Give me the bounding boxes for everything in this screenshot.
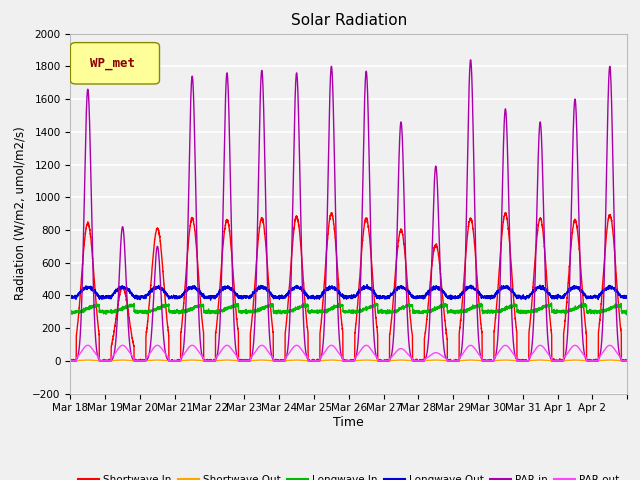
PAR out — [623, 358, 631, 364]
PAR in — [502, 107, 509, 112]
Shortwave In — [543, 284, 551, 289]
Shortwave In — [182, 272, 190, 278]
Y-axis label: Radiation (W/m2, umol/m2/s): Radiation (W/m2, umol/m2/s) — [13, 127, 27, 300]
PAR out — [529, 350, 537, 356]
PAR in — [369, 324, 377, 330]
Shortwave Out — [529, 358, 537, 363]
Longwave In — [623, 307, 631, 313]
PAR in — [67, 358, 74, 364]
Shortwave Out — [502, 357, 509, 363]
PAR in — [623, 358, 631, 364]
Shortwave Out — [370, 358, 378, 363]
Shortwave Out — [182, 358, 190, 363]
Line: Shortwave Out: Shortwave Out — [70, 360, 627, 361]
Longwave In — [182, 307, 189, 313]
PAR out — [502, 342, 509, 348]
Longwave Out — [207, 297, 214, 303]
Longwave Out — [399, 284, 407, 290]
Line: Longwave Out: Longwave Out — [70, 285, 627, 300]
Line: PAR in: PAR in — [70, 60, 627, 361]
PAR in — [529, 331, 537, 337]
Shortwave Out — [84, 357, 92, 363]
Shortwave In — [623, 358, 631, 364]
Shortwave In — [328, 210, 335, 216]
Longwave Out — [502, 284, 509, 289]
PAR in — [182, 305, 189, 311]
Title: Solar Radiation: Solar Radiation — [291, 13, 407, 28]
Longwave In — [547, 300, 555, 306]
Shortwave In — [529, 284, 537, 290]
Longwave Out — [370, 289, 378, 295]
Shortwave In — [370, 288, 378, 294]
PAR out — [399, 347, 407, 352]
Longwave Out — [543, 289, 551, 295]
Line: Shortwave In: Shortwave In — [70, 213, 627, 361]
Longwave In — [623, 312, 630, 318]
FancyBboxPatch shape — [70, 43, 159, 84]
Longwave In — [369, 302, 377, 308]
Longwave Out — [363, 282, 371, 288]
PAR out — [84, 342, 92, 348]
Longwave In — [67, 310, 74, 315]
Shortwave In — [399, 238, 407, 243]
Line: Longwave In: Longwave In — [70, 303, 627, 315]
PAR out — [67, 358, 74, 364]
PAR in — [399, 164, 407, 170]
PAR out — [182, 348, 190, 354]
Legend: Shortwave In, Shortwave Out, Longwave In, Longwave Out, PAR in, PAR out: Shortwave In, Shortwave Out, Longwave In… — [74, 471, 623, 480]
Longwave In — [502, 304, 509, 310]
Shortwave In — [67, 358, 75, 364]
Longwave In — [399, 304, 407, 310]
Shortwave Out — [399, 357, 407, 363]
Line: PAR out: PAR out — [70, 345, 627, 361]
Longwave Out — [67, 294, 74, 300]
PAR in — [467, 57, 474, 63]
PAR out — [543, 350, 551, 356]
X-axis label: Time: Time — [333, 416, 364, 429]
Longwave In — [529, 307, 537, 313]
Shortwave Out — [67, 358, 74, 364]
Longwave In — [543, 303, 551, 309]
Text: WP_met: WP_met — [90, 57, 134, 70]
Shortwave In — [502, 210, 509, 216]
Shortwave Out — [623, 358, 631, 364]
Shortwave Out — [543, 358, 551, 363]
Longwave Out — [182, 288, 189, 294]
Longwave Out — [623, 294, 631, 300]
Longwave Out — [529, 287, 537, 293]
PAR in — [543, 328, 551, 334]
Shortwave In — [67, 357, 74, 362]
PAR out — [370, 350, 378, 356]
